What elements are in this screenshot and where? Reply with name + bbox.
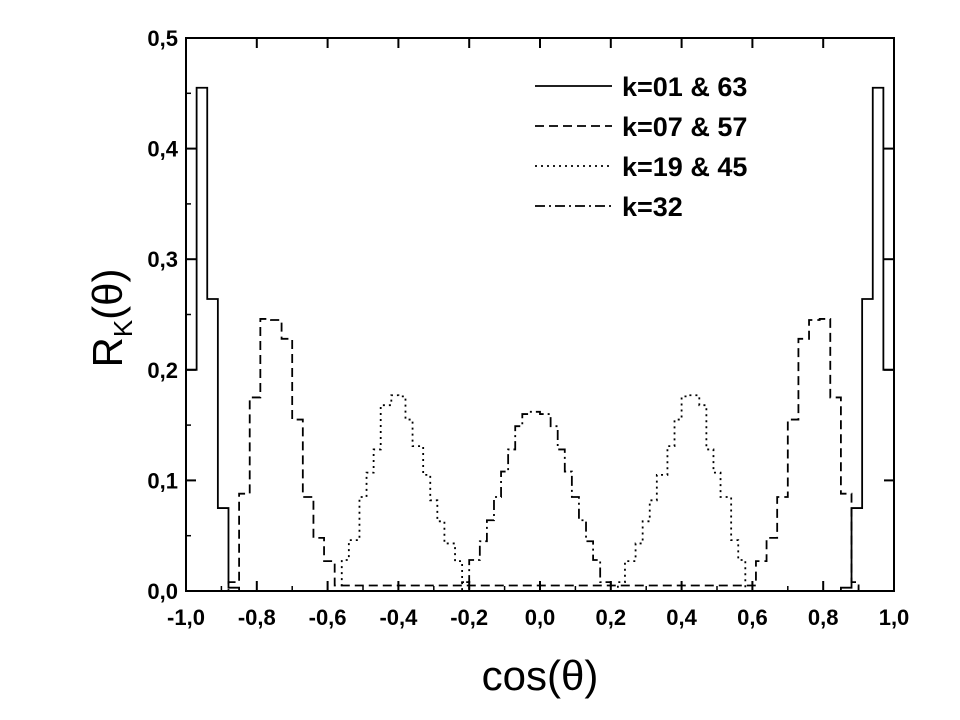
x-axis: -1,0 -0,8 -0,6 -0,4 -0,2 0,0 0,2 0,4 0,6 0,8 1,0	[167, 38, 909, 630]
series-line-1	[186, 86, 894, 592]
y-tick-label: 0,0	[147, 579, 178, 604]
x-tick-label: 0,2	[596, 605, 627, 630]
y-tick-label: 0,2	[147, 358, 178, 383]
x-tick-label: 0,4	[666, 605, 697, 630]
x-tick-label: 0,0	[525, 605, 556, 630]
series-line-4	[455, 410, 625, 592]
legend-label-2: k=07 & 57	[622, 112, 747, 142]
y-axis-title: RK(θ)	[84, 268, 138, 367]
x-tick-label: 0,8	[808, 605, 839, 630]
legend-label-1: k=01 & 63	[622, 72, 747, 102]
x-tick-label: -0,2	[450, 605, 488, 630]
y-axis-title-tail: (θ)	[84, 268, 131, 319]
y-tick-label: 0,5	[147, 26, 178, 51]
x-tick-label: -0,4	[379, 605, 418, 630]
x-tick-label: -0,6	[309, 605, 347, 630]
series-line-3	[334, 394, 747, 592]
plot-frame	[185, 37, 895, 592]
y-tick-label: 0,4	[147, 137, 178, 162]
x-tick-label: 0,6	[737, 605, 768, 630]
series-layer	[186, 86, 894, 592]
series-line-2	[221, 318, 860, 592]
y-tick-label: 0,3	[147, 247, 178, 272]
x-tick-label: -1,0	[167, 605, 205, 630]
legend: k=01 & 63 k=07 & 57 k=19 & 45 k=32	[535, 72, 747, 222]
x-tick-label: 1,0	[879, 605, 910, 630]
y-axis-title-base: R	[84, 337, 131, 367]
legend-label-3: k=19 & 45	[622, 152, 747, 182]
legend-label-4: k=32	[622, 192, 683, 222]
x-axis-title: cos(θ)	[482, 652, 599, 699]
x-tick-label: -0,8	[238, 605, 276, 630]
y-axis: 0,0 0,1 0,2 0,3 0,4 0,5	[147, 26, 894, 604]
y-axis-title-sub: K	[108, 319, 138, 337]
y-tick-label: 0,1	[147, 468, 178, 493]
